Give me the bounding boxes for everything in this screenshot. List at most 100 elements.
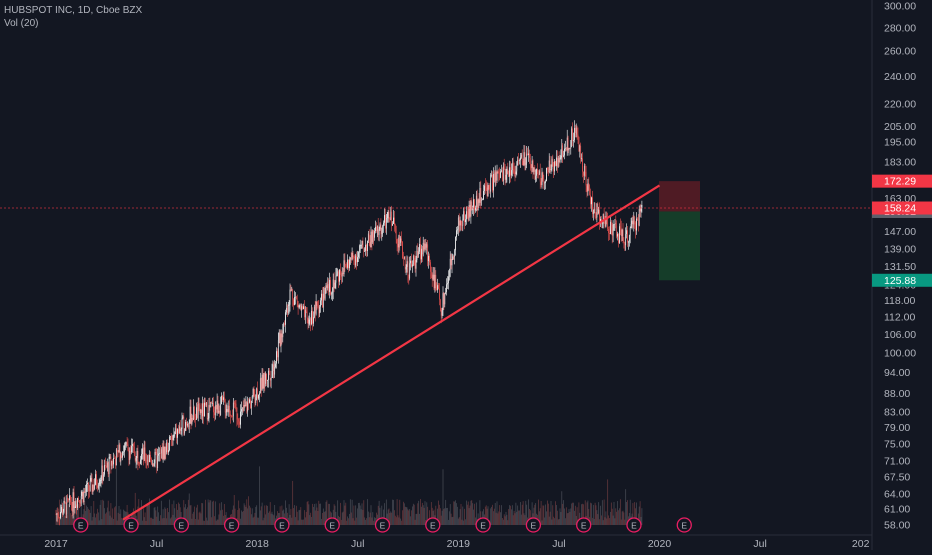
candle-body <box>280 333 282 346</box>
volume-bar <box>381 505 383 525</box>
volume-bar <box>443 509 445 525</box>
candle-body <box>597 203 599 214</box>
volume-bar <box>619 499 621 525</box>
volume-bar <box>232 509 233 525</box>
price-axis-tick-label: 240.00 <box>884 71 916 83</box>
candle-body <box>331 291 333 294</box>
volume-indicator-title[interactable]: Vol (20) <box>4 18 39 29</box>
candle-body <box>484 185 485 191</box>
candle-body <box>106 465 107 468</box>
support-trendline[interactable] <box>122 184 661 521</box>
candle-body <box>76 504 78 508</box>
volume-bar <box>83 509 85 525</box>
candle-body <box>460 220 462 226</box>
candle-body <box>402 241 403 259</box>
candle-body <box>504 169 506 180</box>
price-axis-tick-label: 71.00 <box>884 456 910 468</box>
candle-body <box>604 221 606 227</box>
volume-bar <box>588 509 590 525</box>
earnings-marker-label: E <box>380 521 386 531</box>
earnings-marker[interactable]: E <box>123 517 139 533</box>
volume-bar <box>554 518 555 525</box>
earnings-marker[interactable]: E <box>626 517 642 533</box>
candle-body <box>370 231 372 248</box>
candle-body <box>277 340 279 358</box>
price-axis-tick-label: 79.00 <box>884 422 910 434</box>
volume-bar <box>177 509 178 525</box>
candle-body <box>413 256 415 258</box>
volume-bar <box>373 520 375 525</box>
volume-bar <box>251 508 253 525</box>
volume-bar <box>558 519 560 525</box>
earnings-marker[interactable]: E <box>525 517 542 533</box>
volume-bar <box>161 518 163 525</box>
volume-bar <box>149 498 150 525</box>
volume-bar <box>451 517 453 525</box>
earnings-marker[interactable]: E <box>223 517 240 533</box>
volume-bar <box>414 519 416 525</box>
symbol-title[interactable]: HUBSPOT INC, 1D, Cboe BZX <box>4 5 143 16</box>
earnings-marker[interactable]: E <box>173 517 189 533</box>
candle-body <box>614 223 616 225</box>
candle-body <box>266 373 267 381</box>
volume-bar <box>305 511 307 525</box>
volume-bar <box>391 512 393 525</box>
volume-bar <box>351 499 353 525</box>
candle-body <box>356 255 357 263</box>
candle-body <box>555 161 556 166</box>
candle-body <box>331 293 332 295</box>
volume-bar <box>328 503 330 525</box>
volume-bar <box>509 505 510 525</box>
candle-body <box>223 397 224 400</box>
earnings-marker[interactable]: E <box>73 517 89 533</box>
candle-body <box>355 255 357 266</box>
candle-body <box>481 199 483 201</box>
candle-body <box>585 171 587 186</box>
volume-bar <box>366 518 367 525</box>
candle-body <box>165 446 167 453</box>
candle-body <box>512 163 514 170</box>
volume-bar <box>268 511 270 525</box>
volume-bar <box>174 508 176 525</box>
candle-body <box>232 402 234 417</box>
time-axis[interactable]: 2017 Jul 2018 Jul 2019 Jul 2020 Jul 202 <box>0 534 872 550</box>
candle-body <box>430 262 431 272</box>
volume-bar <box>468 508 470 525</box>
candle-body <box>187 424 188 426</box>
earnings-marker[interactable]: E <box>576 517 592 533</box>
volume-bar <box>324 511 326 525</box>
candle-body <box>120 455 122 462</box>
candle-body <box>199 404 201 414</box>
volume-bar <box>250 514 252 525</box>
trendline-layer[interactable] <box>0 184 872 521</box>
candle-body <box>270 377 272 381</box>
candle-body <box>641 205 643 208</box>
candle-body <box>619 226 620 243</box>
volume-bar <box>197 519 199 525</box>
candle-body <box>166 442 168 453</box>
chart-legend[interactable]: HUBSPOT INC, 1D, Cboe BZX Vol (20) <box>4 4 142 30</box>
volume-bar <box>263 517 265 525</box>
earnings-marker[interactable]: E <box>374 517 391 533</box>
earnings-marker[interactable]: E <box>324 517 340 533</box>
volume-bar <box>561 491 563 525</box>
candle-body <box>589 186 591 196</box>
earnings-marker[interactable]: E <box>274 517 290 533</box>
candle-body <box>488 185 490 190</box>
candle-body <box>214 405 216 416</box>
take-profit-zone[interactable] <box>659 211 700 281</box>
earnings-marker[interactable]: E <box>475 517 491 533</box>
volume-bar <box>449 504 451 525</box>
candle-body <box>223 397 225 402</box>
volume-bar <box>325 501 327 525</box>
earnings-marker[interactable]: E <box>676 517 692 533</box>
position-zones[interactable] <box>659 181 700 281</box>
candle-body <box>392 223 393 226</box>
stop-loss-zone[interactable] <box>659 181 700 212</box>
earnings-marker[interactable]: E <box>425 517 441 533</box>
candle-body <box>313 306 315 318</box>
volume-bar <box>115 506 116 525</box>
